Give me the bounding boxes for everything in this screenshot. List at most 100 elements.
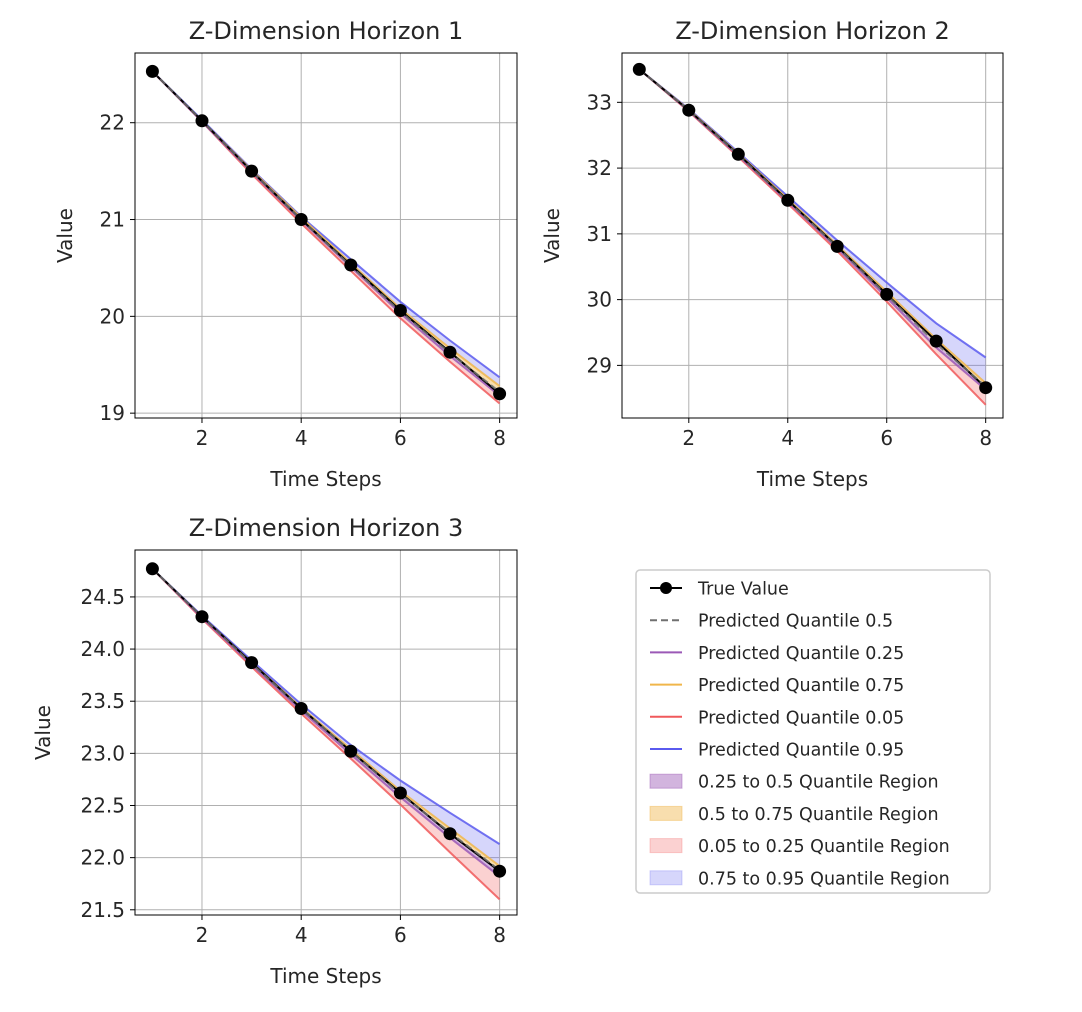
legend-label: True Value — [697, 580, 789, 600]
legend-item: Predicted Quantile 0.25 — [650, 644, 904, 664]
true-value-point — [632, 62, 646, 76]
x-tick-label: 6 — [880, 426, 893, 450]
legend-label: 0.75 to 0.95 Quantile Region — [698, 869, 950, 889]
true-value-point — [493, 387, 507, 401]
series-line-quantile-0-5 — [151, 568, 501, 871]
legend-label: Predicted Quantile 0.5 — [698, 612, 893, 632]
legend-label: 0.5 to 0.75 Quantile Region — [698, 805, 939, 825]
x-tick-label: 4 — [295, 923, 308, 947]
x-tick-label: 2 — [196, 923, 209, 947]
legend-swatch — [649, 773, 683, 789]
subplot-title: Z-Dimension Horizon 2 — [675, 17, 950, 45]
legend-marker — [660, 582, 672, 594]
x-axis-label: Time Steps — [756, 467, 868, 491]
y-tick-label: 30 — [587, 288, 612, 312]
y-tick-label: 29 — [587, 353, 612, 377]
legend-item: Predicted Quantile 0.05 — [650, 708, 904, 728]
legend-label: Predicted Quantile 0.95 — [698, 741, 904, 761]
legend-item: 0.5 to 0.75 Quantile Region — [649, 805, 939, 825]
x-tick-label: 8 — [493, 923, 506, 947]
legend-frame — [635, 569, 991, 894]
legend-label: 0.05 to 0.25 Quantile Region — [698, 837, 950, 857]
x-axis-label: Time Steps — [269, 964, 381, 988]
y-tick-label: 21.5 — [80, 898, 125, 922]
true-value-point — [731, 147, 745, 161]
y-tick-label: 32 — [587, 156, 612, 180]
x-tick-label: 2 — [196, 426, 209, 450]
true-value-point — [393, 304, 407, 317]
y-tick-label: 19 — [100, 401, 125, 425]
true-value-point — [830, 239, 844, 253]
y-tick-label: 24.0 — [80, 637, 125, 661]
y-tick-label: 20 — [100, 304, 125, 328]
x-tick-label: 2 — [682, 426, 695, 450]
x-axis-label: Time Steps — [269, 467, 381, 491]
legend-swatch — [649, 838, 683, 854]
series-line-quantile-0-5 — [151, 70, 501, 393]
subplot-2: 2 4 6 8 29 30 31 32 33 Z-Dimension Horizon 2 Time … — [540, 17, 1004, 491]
band-0-05-to-0-25 — [639, 69, 986, 405]
subplot-1: 2 4 6 8 19 20 21 22 Z-Dimension Horizon 1 Time St… — [53, 17, 518, 491]
true-value-point — [294, 213, 308, 226]
true-value-point — [344, 258, 358, 272]
true-value-point — [344, 744, 358, 758]
subplot-title: Z-Dimension Horizon 1 — [189, 17, 464, 45]
series-line-quantile-0-5 — [638, 68, 987, 388]
true-value-point — [393, 786, 407, 800]
true-value-point — [979, 381, 993, 395]
subplot-3: 2 4 6 8 21.5 22.0 22.5 23.0 23.5 24.0 24.5 Z-Dimens… — [31, 514, 518, 988]
true-value-point — [145, 562, 159, 576]
legend-item: Predicted Quantile 0.75 — [650, 676, 904, 696]
true-value-point — [682, 103, 696, 117]
y-tick-label: 24.5 — [80, 585, 125, 609]
legend-label: Predicted Quantile 0.05 — [698, 708, 904, 728]
y-tick-label: 23.5 — [80, 689, 125, 713]
legend-swatch — [649, 870, 683, 886]
band-0-05-to-0-25 — [152, 71, 500, 404]
y-axis-label: Value — [31, 705, 55, 760]
y-axis-label: Value — [540, 208, 564, 263]
x-tick-label: 6 — [394, 426, 407, 450]
true-value-point — [443, 827, 457, 841]
legend-label: 0.25 to 0.5 Quantile Region — [698, 773, 939, 793]
band-0-05-to-0-25 — [152, 568, 500, 900]
legend-item: Predicted Quantile 0.5 — [650, 612, 893, 632]
y-axis-label: Value — [53, 208, 77, 263]
subplot-title: Z-Dimension Horizon 3 — [189, 514, 464, 542]
y-tick-label: 23.0 — [80, 741, 125, 765]
y-tick-label: 22 — [100, 111, 125, 135]
band-0-75-to-0-95 — [152, 71, 500, 387]
true-value-point — [195, 610, 209, 624]
legend-item: True Value — [650, 580, 789, 600]
true-value-point — [245, 656, 259, 670]
x-tick-label: 8 — [493, 426, 506, 450]
true-value-point — [145, 64, 159, 78]
series-line-quantile-0-05 — [638, 68, 987, 406]
legend-item: 0.75 to 0.95 Quantile Region — [649, 869, 950, 889]
true-value-point — [493, 864, 507, 878]
true-value-point — [929, 334, 943, 348]
legend-item: 0.25 to 0.5 Quantile Region — [649, 773, 939, 793]
true-value-point — [195, 114, 209, 128]
band-0-75-to-0-95 — [152, 568, 500, 866]
series-line-quantile-0-95 — [151, 568, 501, 845]
legend: True Value Predicted Quantile 0.5 Predicte… — [635, 569, 991, 894]
legend-item: Predicted Quantile 0.95 — [650, 741, 904, 761]
true-value-point — [781, 193, 795, 207]
x-tick-label: 8 — [979, 426, 992, 450]
legend-item: 0.05 to 0.25 Quantile Region — [649, 837, 950, 857]
y-tick-label: 31 — [587, 222, 612, 246]
true-value-point — [245, 164, 259, 178]
legend-label: Predicted Quantile 0.75 — [698, 676, 904, 696]
legend-swatch — [649, 805, 683, 821]
x-tick-label: 4 — [781, 426, 794, 450]
plot-frame — [134, 549, 518, 916]
plot-frame — [134, 52, 518, 419]
y-tick-label: 33 — [587, 90, 612, 114]
y-tick-label: 22.0 — [80, 846, 125, 870]
y-tick-label: 21 — [100, 208, 125, 232]
true-value-point — [880, 287, 894, 301]
y-tick-label: 22.5 — [80, 794, 125, 818]
true-value-point — [443, 345, 457, 359]
